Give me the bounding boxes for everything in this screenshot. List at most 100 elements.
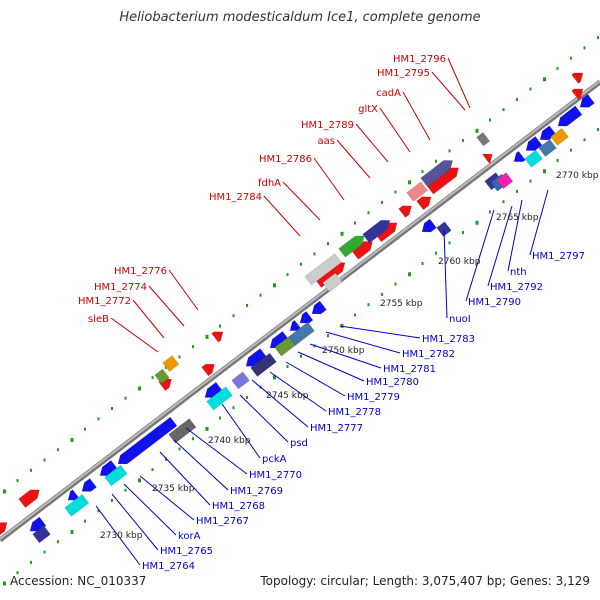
tick-mark-outer-plus — [286, 273, 289, 277]
tick-mark-outer-minus — [246, 395, 248, 399]
tick-mark-outer-plus — [462, 139, 464, 143]
plus-gene-label-leader — [447, 57, 471, 109]
minus-gene-label: HM1_2790 — [468, 297, 521, 308]
gene-arrow-minus — [32, 525, 51, 544]
gene-arrow-plus — [571, 72, 584, 84]
tick-mark-outer-plus — [313, 252, 316, 256]
tick-mark-outer-plus — [381, 200, 383, 204]
tick-mark-outer-plus — [367, 211, 370, 215]
gene-arrow-minus — [311, 300, 327, 315]
kbp-tick-label: 2730 kbp — [100, 531, 143, 541]
tick-mark-outer-minus — [475, 220, 479, 225]
kbp-tick-label: 2735 kbp — [152, 484, 195, 494]
tick-mark-outer-plus — [205, 334, 209, 339]
tick-mark-outer-minus — [327, 334, 329, 338]
minus-gene-label-leader — [285, 361, 346, 397]
gene-box-minus — [538, 139, 557, 157]
plus-gene-label: HM1_2784 — [209, 192, 262, 203]
gene-arrow-minus — [117, 416, 178, 465]
tick-mark-outer-plus — [502, 108, 505, 112]
plus-gene-label: aas — [318, 136, 335, 147]
gene-box-plus — [162, 355, 180, 373]
minus-gene-label-leader — [251, 379, 309, 428]
tick-mark-outer-minus — [57, 540, 59, 544]
tick-mark-outer-minus — [192, 437, 194, 441]
minus-gene-label-leader — [443, 229, 448, 319]
kbp-tick-label: 2760 kbp — [438, 257, 481, 267]
tick-mark-outer-plus — [394, 190, 397, 194]
plus-gene-label-leader — [313, 157, 345, 201]
minus-gene-label: HM1_2777 — [310, 423, 363, 434]
plus-gene-label-leader — [132, 299, 165, 339]
kbp-tick-label: 2745 kbp — [266, 391, 309, 401]
plus-gene-label: HM1_2796 — [393, 54, 446, 65]
tick-mark-outer-minus — [165, 457, 167, 461]
tick-mark-outer-plus — [475, 128, 479, 133]
plus-gene-label: HM1_2789 — [301, 120, 354, 131]
minus-gene-label-leader — [465, 209, 495, 302]
tick-mark-outer-plus — [543, 77, 546, 82]
gene-box-minus — [550, 127, 569, 146]
gene-box-plus — [154, 368, 170, 385]
gene-arrow-plus — [482, 153, 493, 164]
minus-gene-label-leader — [185, 427, 248, 475]
tick-mark-outer-minus — [354, 313, 356, 317]
gene-arrow-minus — [557, 105, 583, 127]
plus-gene-label-leader — [110, 317, 159, 353]
plus-gene-label: HM1_2772 — [78, 296, 131, 307]
gene-arrow-minus — [299, 310, 314, 324]
tick-mark-outer-minus — [205, 426, 209, 431]
accession-text: Accession: NC_010337 — [10, 574, 147, 588]
minus-gene-label-leader — [111, 493, 159, 551]
tick-mark-outer-plus — [300, 262, 302, 266]
tick-mark-outer-minus — [43, 550, 46, 554]
tick-mark-outer-plus — [84, 427, 86, 431]
gene-box-plus — [362, 220, 391, 244]
gene-box-minus — [250, 352, 277, 377]
plus-gene-label: HM1_2776 — [114, 266, 167, 277]
tick-mark-outer-minus — [286, 365, 289, 369]
tick-mark-outer-plus — [151, 376, 154, 380]
plus-gene-label-leader — [379, 107, 411, 153]
tick-mark-outer-plus — [43, 458, 46, 462]
plus-gene-label: HM1_2795 — [377, 68, 430, 79]
plus-gene-label-leader — [431, 71, 466, 111]
minus-gene-label-leader — [123, 483, 177, 536]
kbp-tick-label: 2765 kbp — [496, 213, 539, 223]
tick-mark-outer-minus — [408, 272, 411, 277]
gene-box-minus — [104, 464, 128, 487]
minus-gene-label: pckA — [262, 454, 287, 465]
gene-box-plus — [338, 235, 365, 258]
tick-mark-outer-minus — [394, 282, 397, 286]
tick-mark-outer-plus — [570, 56, 572, 60]
tick-mark-outer-plus — [232, 314, 235, 318]
tick-mark-outer-minus — [529, 179, 532, 183]
plus-gene-label-leader — [282, 181, 321, 221]
plus-gene-label-leader — [355, 123, 389, 163]
minus-gene-label-leader — [507, 199, 523, 272]
tick-mark-outer-plus — [529, 87, 532, 91]
tick-mark-outer-plus — [57, 448, 59, 452]
tick-mark-outer-minus — [124, 488, 127, 492]
tick-mark-outer-minus — [273, 375, 276, 380]
minus-gene-label-leader — [139, 475, 195, 521]
tick-mark-outer-plus — [97, 417, 100, 421]
gene-box-plus — [420, 160, 453, 188]
tick-mark-outer-plus — [448, 149, 451, 153]
tick-mark-outer-minus — [543, 169, 546, 174]
minus-gene-label-leader — [339, 325, 421, 339]
tick-mark-outer-minus — [556, 158, 559, 162]
minus-gene-label-leader — [529, 189, 549, 256]
tick-mark-outer-plus — [165, 365, 167, 369]
minus-gene-label: HM1_2765 — [160, 546, 213, 557]
genome-backbone-highlight — [0, 80, 600, 540]
gene-box-plus — [476, 132, 491, 147]
gene-box-plus — [406, 181, 428, 202]
gene-arrow-plus — [18, 489, 40, 508]
tick-mark-outer-minus — [421, 261, 424, 265]
gene-arrow-minus — [436, 221, 452, 237]
tick-mark-outer-plus — [70, 437, 74, 442]
kbp-tick-label: 2755 kbp — [380, 299, 423, 309]
gene-arrow-plus — [571, 88, 584, 100]
